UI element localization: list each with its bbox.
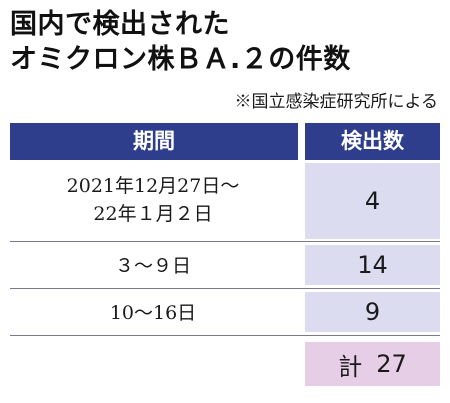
- source-note: ※国立感染症研究所による: [234, 92, 439, 112]
- chart-title-line-2: オミクロン株ＢＡ.２の件数: [10, 44, 351, 75]
- row-divider: [10, 335, 440, 336]
- total-value: 27: [376, 350, 407, 378]
- header-period: 期間: [10, 123, 298, 160]
- table-row-count: 14: [305, 245, 440, 285]
- total-cell: 計 27: [305, 342, 440, 386]
- header-count: 検出数: [305, 123, 440, 160]
- chart-title-line-1: 国内で検出された: [10, 9, 230, 40]
- table-row-period: 2021年12月27日～ 22年１月２日: [10, 167, 296, 233]
- row-divider: [10, 288, 440, 289]
- table-row-count: 4: [305, 163, 440, 239]
- total-label: 計: [338, 352, 363, 381]
- period-line-1: 2021年12月27日～: [66, 175, 240, 197]
- table-row-period: 10～16日: [109, 301, 197, 324]
- row-divider: [10, 241, 440, 242]
- table-row-period: ３～９日: [114, 254, 191, 277]
- table-row-count: 9: [305, 292, 440, 332]
- period-line-2: 22年１月２日: [93, 203, 213, 225]
